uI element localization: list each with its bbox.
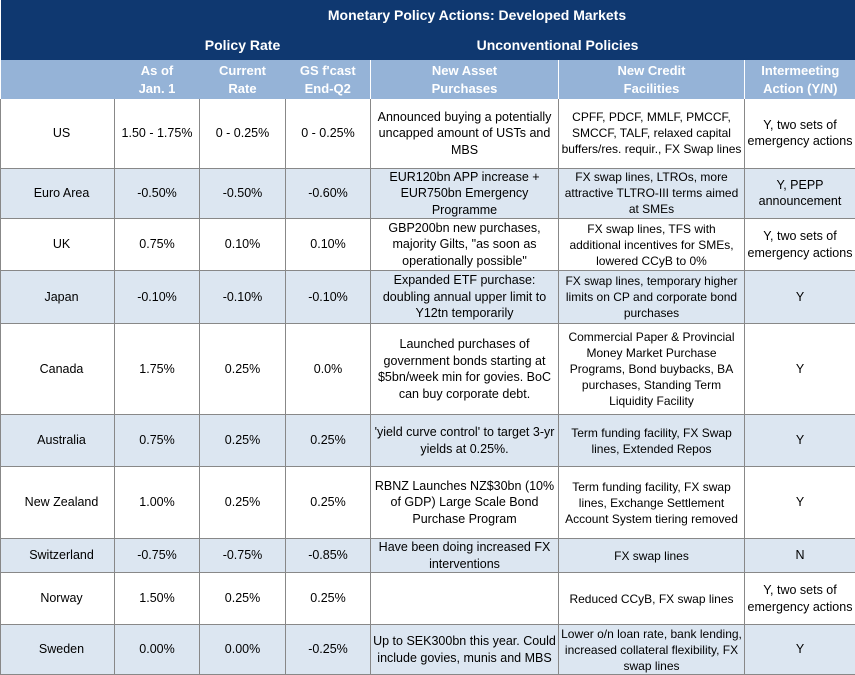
asset-purchases-cell: Up to SEK300bn this year. Could include …: [371, 625, 559, 675]
table-row: Japan-0.10%-0.10%-0.10%Expanded ETF purc…: [1, 271, 855, 324]
country-cell: Canada: [1, 324, 115, 415]
intermeeting-cell: N: [745, 539, 855, 573]
asset-purchases-cell: EUR120bn APP increase + EUR750bn Emergen…: [371, 168, 559, 219]
rate-jan1-cell: 1.75%: [115, 324, 200, 415]
country-cell: Euro Area: [1, 168, 115, 219]
intermeeting-cell: Y: [745, 271, 855, 324]
country-cell: Australia: [1, 415, 115, 467]
intermeeting-cell: Y: [745, 415, 855, 467]
country-cell: Sweden: [1, 625, 115, 675]
asset-purchases-cell: [371, 573, 559, 625]
rate-current-cell: 0 - 0.25%: [200, 99, 286, 168]
rate-current-cell: 0.25%: [200, 573, 286, 625]
intermeeting-cell: Y, two sets of emergency actions: [745, 219, 855, 271]
rate-fcast-cell: -0.85%: [286, 539, 371, 573]
asset-purchases-cell: Have been doing increased FX interventio…: [371, 539, 559, 573]
rate-current-cell: 0.10%: [200, 219, 286, 271]
credit-facilities-cell: Commercial Paper & Provincial Money Mark…: [559, 324, 745, 415]
rate-current-cell: 0.25%: [200, 324, 286, 415]
rate-jan1-cell: 0.75%: [115, 219, 200, 271]
asset-purchases-cell: 'yield curve control' to target 3-yr yie…: [371, 415, 559, 467]
rate-fcast-cell: 0.25%: [286, 415, 371, 467]
intermeeting-cell: Y, two sets of emergency actions: [745, 573, 855, 625]
rate-current-cell: 0.00%: [200, 625, 286, 675]
country-cell: UK: [1, 219, 115, 271]
rate-fcast-cell: 0.0%: [286, 324, 371, 415]
intermeeting-cell: Y: [745, 324, 855, 415]
rate-current-cell: -0.50%: [200, 168, 286, 219]
country-cell: US: [1, 99, 115, 168]
table-row: Euro Area-0.50%-0.50%-0.60%EUR120bn APP …: [1, 168, 855, 219]
rate-jan1-cell: -0.50%: [115, 168, 200, 219]
table-title: Monetary Policy Actions: Developed Marke…: [1, 0, 855, 30]
rate-jan1-cell: 0.00%: [115, 625, 200, 675]
rate-jan1-cell: -0.10%: [115, 271, 200, 324]
rate-jan1-cell: 0.75%: [115, 415, 200, 467]
credit-facilities-cell: Lower o/n loan rate, bank lending, incre…: [559, 625, 745, 675]
credit-facilities-cell: Term funding facility, FX swap lines, Ex…: [559, 467, 745, 539]
rate-jan1-cell: 1.00%: [115, 467, 200, 539]
rate-fcast-cell: 0.25%: [286, 467, 371, 539]
title-row: Monetary Policy Actions: Developed Marke…: [1, 0, 855, 30]
country-cell: New Zealand: [1, 467, 115, 539]
rate-jan1-cell: 1.50%: [115, 573, 200, 625]
intermeeting-cell: Y, two sets of emergency actions: [745, 99, 855, 168]
credit-facilities-cell: FX swap lines, TFS with additional incen…: [559, 219, 745, 271]
credit-facilities-cell: Reduced CCyB, FX swap lines: [559, 573, 745, 625]
credit-facilities-cell: Term funding facility, FX Swap lines, Ex…: [559, 415, 745, 467]
intermeeting-cell: Y, PEPP announcement: [745, 168, 855, 219]
credit-facilities-cell: FX swap lines: [559, 539, 745, 573]
rate-fcast-cell: -0.25%: [286, 625, 371, 675]
asset-purchases-cell: GBP200bn new purchases, majority Gilts, …: [371, 219, 559, 271]
rate-current-cell: -0.10%: [200, 271, 286, 324]
rate-jan1-cell: 1.50 - 1.75%: [115, 99, 200, 168]
credit-facilities-cell: CPFF, PDCF, MMLF, PMCCF, SMCCF, TALF, re…: [559, 99, 745, 168]
credit-facilities-cell: FX swap lines, LTROs, more attractive TL…: [559, 168, 745, 219]
group-header-row: Policy Rate Unconventional Policies: [1, 30, 855, 60]
intermeeting-cell: Y: [745, 467, 855, 539]
rate-fcast-cell: 0.10%: [286, 219, 371, 271]
asset-purchases-cell: RBNZ Launches NZ$30bn (10% of GDP) Large…: [371, 467, 559, 539]
rate-current-cell: 0.25%: [200, 467, 286, 539]
rate-current-cell: 0.25%: [200, 415, 286, 467]
country-cell: Switzerland: [1, 539, 115, 573]
rate-fcast-cell: -0.10%: [286, 271, 371, 324]
rate-fcast-cell: 0 - 0.25%: [286, 99, 371, 168]
rate-jan1-cell: -0.75%: [115, 539, 200, 573]
rate-fcast-cell: 0.25%: [286, 573, 371, 625]
asset-purchases-cell: Launched purchases of government bonds s…: [371, 324, 559, 415]
group-unconventional: Unconventional Policies: [371, 30, 745, 60]
credit-facilities-cell: FX swap lines, temporary higher limits o…: [559, 271, 745, 324]
rate-current-cell: -0.75%: [200, 539, 286, 573]
country-cell: Norway: [1, 573, 115, 625]
group-policy-rate: Policy Rate: [115, 30, 371, 60]
rate-fcast-cell: -0.60%: [286, 168, 371, 219]
intermeeting-cell: Y: [745, 625, 855, 675]
table-row: Switzerland-0.75%-0.75%-0.85%Have been d…: [1, 539, 855, 573]
country-cell: Japan: [1, 271, 115, 324]
asset-purchases-cell: Expanded ETF purchase: doubling annual u…: [371, 271, 559, 324]
asset-purchases-cell: Announced buying a potentially uncapped …: [371, 99, 559, 168]
